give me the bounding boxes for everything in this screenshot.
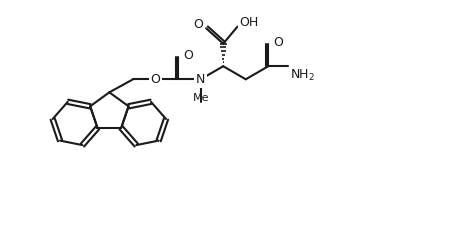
Text: O: O (183, 49, 193, 62)
Text: NH$_2$: NH$_2$ (290, 68, 315, 83)
Text: N: N (196, 73, 205, 86)
Text: OH: OH (239, 16, 258, 29)
Text: O: O (150, 73, 160, 86)
Text: O: O (273, 36, 282, 49)
Text: Me: Me (192, 93, 208, 103)
Text: O: O (193, 18, 203, 31)
